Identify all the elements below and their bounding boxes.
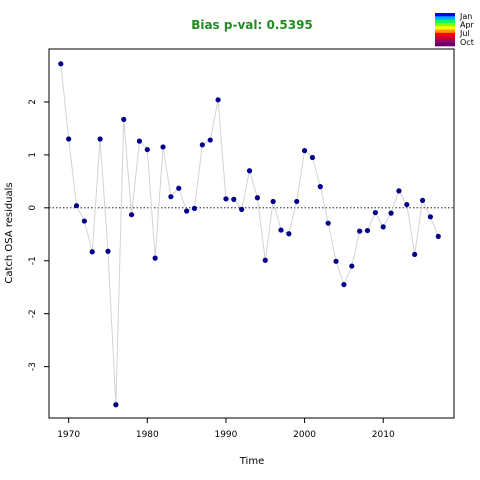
x-tick-label: 1970: [57, 430, 80, 440]
data-point: [144, 146, 150, 153]
data-point: [199, 142, 205, 148]
y-tick-label: 0: [28, 205, 38, 211]
data-point: [128, 212, 135, 218]
data-point: [121, 116, 127, 123]
x-tick-label: 2010: [372, 430, 395, 440]
data-point: [286, 231, 292, 237]
legend-color-band: [435, 42, 455, 47]
data-point: [113, 402, 119, 408]
data-point: [168, 194, 174, 200]
legend-label: Jul: [459, 29, 470, 38]
data-point: [333, 258, 339, 264]
data-point: [97, 136, 103, 142]
y-tick-label: 1: [28, 152, 38, 158]
data-point: [325, 220, 331, 226]
data-point: [427, 214, 434, 220]
y-tick-label: -2: [28, 309, 38, 318]
data-point: [435, 233, 441, 240]
x-axis-label: Time: [239, 456, 264, 467]
x-tick-label: 2000: [293, 430, 316, 440]
legend-color-band: [435, 13, 455, 17]
plot-frame: [48, 48, 455, 419]
x-tick-label: 1990: [214, 430, 237, 440]
legend-color-band: [435, 16, 455, 20]
data-point: [223, 196, 229, 202]
legend-color-band: [435, 39, 455, 43]
data-point: [341, 281, 347, 288]
legend-color-band: [435, 22, 455, 27]
y-axis: -3 -2 -1 0 1 2: [28, 99, 49, 371]
data-point: [184, 208, 190, 214]
data-point: [419, 197, 426, 204]
data-points: [58, 61, 441, 408]
data-point: [176, 185, 182, 191]
data-point: [270, 198, 276, 205]
data-point: [66, 136, 72, 142]
data-point: [207, 137, 213, 143]
chart-title: Bias p-val: 0.5395: [191, 18, 313, 32]
series-connector-line: [60, 63, 439, 405]
data-point: [105, 248, 111, 254]
legend-color-band: [435, 19, 455, 24]
data-point: [372, 209, 378, 216]
data-point: [412, 251, 418, 258]
data-point: [58, 61, 64, 67]
y-tick-label: -1: [28, 256, 38, 265]
x-tick-label: 1980: [136, 430, 159, 440]
legend-label: Apr: [460, 21, 475, 30]
data-point: [357, 228, 363, 234]
data-point: [239, 206, 245, 213]
x-axis: 1970 1980 1990 2000 2010: [57, 418, 395, 440]
data-point: [364, 227, 371, 234]
data-point: [89, 249, 95, 255]
data-point: [262, 257, 268, 263]
data-point: [215, 97, 221, 103]
data-point: [231, 196, 237, 202]
legend-color-band: [435, 26, 455, 30]
y-tick-label: -3: [28, 362, 38, 371]
legend-color-band: [435, 36, 455, 40]
y-axis-label: Catch OSA residuals: [4, 182, 15, 283]
legend-color-band: [435, 32, 455, 37]
data-point: [278, 227, 284, 233]
data-point: [317, 184, 323, 190]
data-point: [152, 255, 158, 261]
data-point: [301, 148, 308, 154]
data-point: [254, 195, 260, 201]
legend-label: Oct: [460, 38, 474, 47]
data-point: [294, 198, 300, 205]
data-point: [136, 138, 143, 144]
data-point: [388, 210, 394, 216]
data-point: [160, 144, 166, 150]
y-tick-label: 2: [28, 99, 38, 105]
legend-color-band: [435, 29, 455, 34]
data-point: [246, 168, 253, 174]
data-point: [191, 205, 198, 211]
data-point: [404, 202, 410, 208]
data-point: [73, 203, 80, 209]
legend-label: Jan: [459, 12, 472, 21]
data-point: [81, 218, 87, 224]
data-point: [396, 188, 402, 194]
data-point: [309, 154, 316, 161]
data-point: [349, 263, 355, 269]
data-point: [380, 224, 386, 230]
